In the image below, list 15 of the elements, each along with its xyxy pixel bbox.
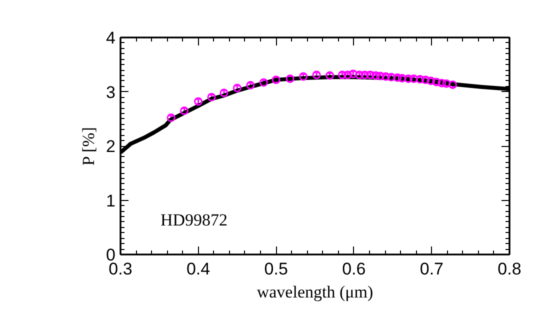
x-tick-label: 0.3	[108, 260, 132, 278]
y-tick-label: 3	[106, 82, 116, 102]
x-axis-title: wavelength (μm)	[256, 282, 374, 302]
x-tick-label: 0.4	[186, 260, 210, 278]
x-tick-label: 0.7	[420, 260, 444, 278]
point	[272, 76, 280, 84]
y-axis-title: P [%]	[79, 127, 98, 166]
x-tick-label: 0.6	[342, 260, 366, 278]
y-tick-label: 1	[106, 191, 116, 210]
y-tick-label: 4	[106, 28, 116, 48]
y-tick-label: 2	[106, 137, 116, 156]
x-tick-label: 0.5	[264, 260, 288, 278]
point	[286, 74, 294, 83]
x-tick-label: 0.8	[498, 260, 522, 278]
annotation: HD99872	[160, 210, 228, 230]
